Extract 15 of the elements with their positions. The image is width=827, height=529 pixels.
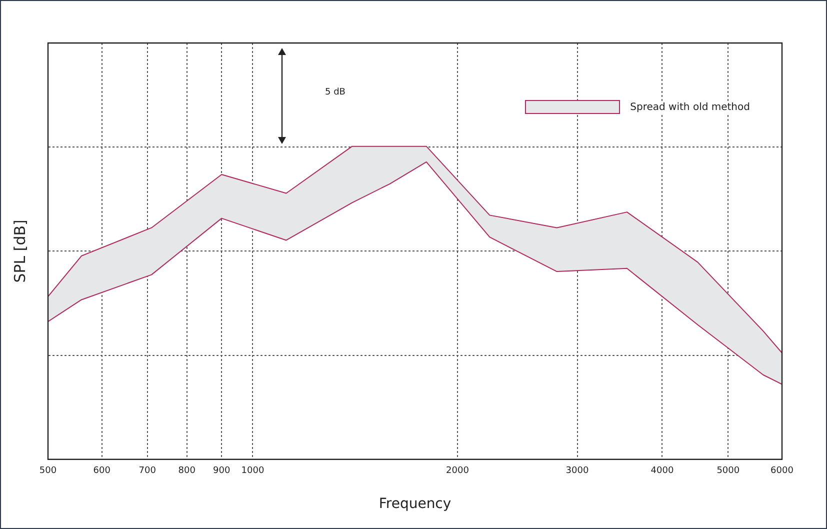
x-tick-label: 600 bbox=[93, 466, 111, 476]
text: Spread with old method bbox=[628, 102, 752, 112]
x-tick-label: 700 bbox=[138, 466, 156, 476]
x-tick-label: 1000 bbox=[241, 466, 264, 476]
x-tick-label: 3000 bbox=[566, 466, 589, 476]
y-axis-title: SPL [dB] bbox=[10, 220, 29, 283]
x-axis-title: Frequency bbox=[378, 496, 452, 512]
x-tick-label: 900 bbox=[213, 466, 230, 476]
x-tick-label: 800 bbox=[178, 466, 196, 476]
x-tick-label: 2000 bbox=[446, 466, 470, 476]
x-tick-label: 500 bbox=[39, 466, 57, 476]
text: 5 dB bbox=[325, 87, 346, 98]
x-tick-label: 6000 bbox=[770, 466, 794, 476]
x-tick-label: 5000 bbox=[716, 466, 740, 476]
x-tick-label: 4000 bbox=[650, 466, 674, 476]
